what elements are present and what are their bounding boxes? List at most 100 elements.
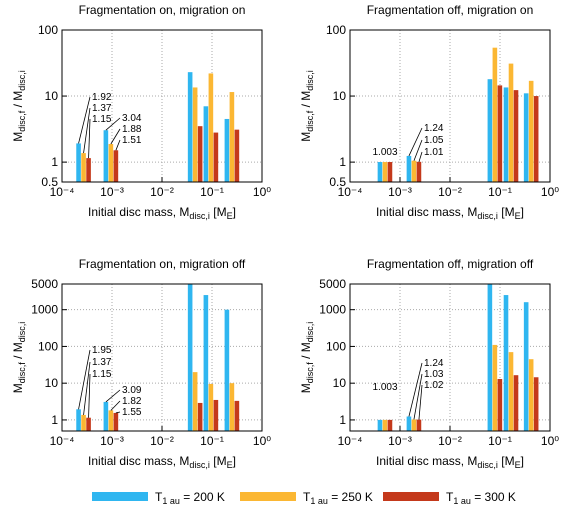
- bar: [497, 85, 503, 182]
- bar: [108, 410, 114, 431]
- leader-line: [110, 128, 121, 145]
- subscript: E: [227, 460, 233, 470]
- y-axis-label: Mdisc,f / Mdisc,i: [299, 70, 315, 142]
- text-part: [M: [210, 454, 227, 468]
- value-label: 1.05: [424, 135, 444, 146]
- x-tick-label: 10⁻¹: [488, 185, 512, 199]
- bar: [213, 132, 219, 182]
- value-label: 3.09: [122, 385, 142, 396]
- bar: [503, 87, 509, 182]
- subscript: disc,i: [17, 322, 27, 343]
- value-label: 1.003: [372, 382, 397, 393]
- bar: [387, 419, 393, 431]
- y-tick-label: 10: [45, 89, 59, 103]
- bar: [197, 402, 203, 431]
- leader-line: [110, 400, 121, 411]
- subscript: E: [227, 211, 233, 221]
- bar: [76, 143, 81, 182]
- bar: [224, 118, 230, 182]
- panel-title: Fragmentation on, migration on: [79, 3, 246, 17]
- y-tick-label: 10: [333, 376, 347, 390]
- value-label: 1.37: [92, 103, 112, 114]
- bar: [503, 295, 509, 431]
- value-label: 1.51: [122, 135, 142, 146]
- y-tick-label: 1: [339, 155, 346, 169]
- y-tick-label: 1: [339, 413, 346, 427]
- text-part: [M: [498, 454, 515, 468]
- x-tick-label: 10⁰: [253, 185, 271, 199]
- leader-line: [408, 127, 423, 157]
- y-tick-label: 100: [326, 339, 346, 353]
- y-axis-label: Mdisc,f / Mdisc,i: [299, 322, 315, 394]
- subscript: disc,i: [189, 460, 210, 470]
- x-tick-label: 10⁻³: [100, 185, 124, 199]
- bar: [513, 375, 519, 431]
- bar: [513, 90, 519, 182]
- text-part: / M: [299, 342, 313, 362]
- y-tick-label: 1000: [319, 303, 346, 317]
- bar: [81, 153, 86, 182]
- bar: [411, 419, 417, 431]
- bar: [377, 162, 383, 182]
- leader-line: [88, 118, 91, 159]
- value-label: 1.55: [122, 407, 142, 418]
- text-part: T: [155, 490, 163, 504]
- x-tick-label: 10⁻⁴: [338, 434, 363, 448]
- subscript: disc,i: [477, 211, 498, 221]
- bar: [208, 73, 214, 182]
- x-tick-label: 10⁰: [253, 434, 271, 448]
- leader-line: [418, 384, 423, 420]
- subscript: 1 au: [162, 496, 180, 506]
- subscript: E: [515, 460, 521, 470]
- subscript: E: [515, 211, 521, 221]
- bar: [487, 284, 493, 431]
- leader-line: [115, 411, 121, 414]
- text-part: ]: [521, 454, 524, 468]
- bar: [411, 160, 417, 182]
- x-axis-label: Initial disc mass, Mdisc,i [ME]: [376, 205, 524, 221]
- y-tick-label: 0.5: [329, 175, 346, 189]
- value-label: 3.04: [122, 113, 142, 124]
- bar: [113, 150, 119, 182]
- text-part: T: [446, 490, 454, 504]
- x-tick-label: 10⁻³: [100, 434, 124, 448]
- plot-frame: [61, 29, 263, 183]
- bar: [229, 92, 235, 182]
- text-part: / M: [11, 342, 25, 362]
- text-part: M: [299, 132, 313, 142]
- value-label: 1.92: [92, 92, 112, 103]
- subscript: 1 au: [453, 496, 471, 506]
- legend-label: T1 au = 200 K: [155, 490, 225, 506]
- y-tick-label: 1: [51, 155, 58, 169]
- x-tick-label: 10⁰: [541, 185, 559, 199]
- leader-line: [408, 362, 423, 417]
- bar: [377, 419, 383, 431]
- bar: [523, 93, 529, 182]
- text-part: ]: [233, 205, 236, 219]
- leader-line: [78, 349, 91, 410]
- panel-title: Fragmentation on, migration off: [79, 257, 246, 271]
- text-part: ]: [521, 205, 524, 219]
- x-tick-label: 10⁻²: [438, 434, 462, 448]
- y-tick-label: 100: [326, 23, 346, 37]
- value-label: 1.24: [424, 358, 444, 369]
- leader-line: [115, 139, 121, 151]
- x-tick-label: 10⁻³: [388, 434, 412, 448]
- bar: [103, 401, 109, 431]
- y-tick-label: 1: [51, 413, 58, 427]
- y-tick-label: 10: [333, 89, 347, 103]
- bar: [533, 96, 539, 182]
- subscript: disc,i: [305, 322, 315, 343]
- leader-line: [83, 361, 91, 415]
- legend-label: T1 au = 300 K: [446, 490, 516, 506]
- bar: [528, 80, 534, 182]
- subscript: disc,f: [305, 110, 315, 132]
- bar: [203, 295, 209, 431]
- value-label: 1.03: [424, 369, 444, 380]
- legend-swatch: [383, 492, 439, 501]
- bar: [187, 284, 193, 431]
- x-tick-label: 10⁻³: [388, 185, 412, 199]
- bar: [528, 359, 534, 431]
- subscript: disc,i: [477, 460, 498, 470]
